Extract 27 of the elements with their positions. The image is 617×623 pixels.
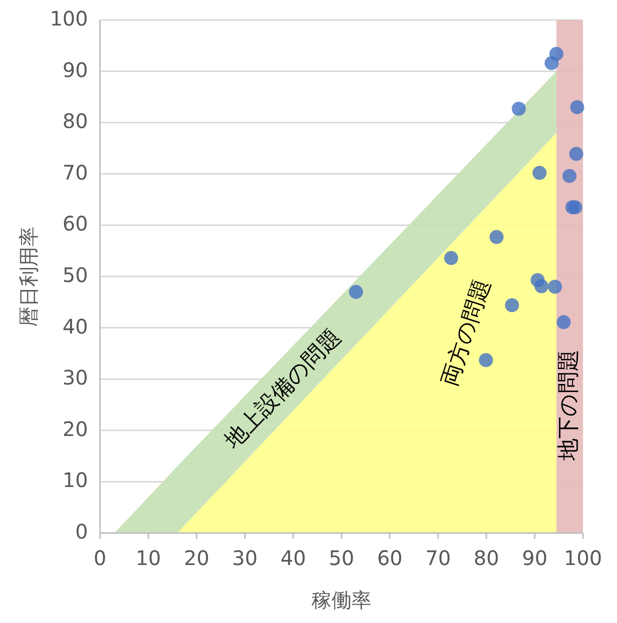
y-tick-label: 0 <box>75 519 88 544</box>
x-tick-label: 30 <box>232 546 258 570</box>
y-axis-title: 暦日利用率 <box>16 226 40 326</box>
series-label: 両方の問題 <box>438 276 496 390</box>
x-tick-label: 60 <box>377 546 403 570</box>
x-tick-label: 10 <box>136 546 162 570</box>
x-tick-label: 20 <box>184 546 210 570</box>
x-tick-label: 100 <box>564 546 602 570</box>
x-tick-label: 0 <box>94 546 106 570</box>
y-tick-label: 80 <box>62 109 88 134</box>
x-axis-title: 稼働率 <box>312 588 372 612</box>
y-tick-label: 10 <box>62 468 88 492</box>
y-tick-label: 90 <box>62 58 88 82</box>
x-tick-label: 80 <box>474 546 500 570</box>
x-tick-label: 90 <box>522 546 548 570</box>
y-tick-label: 20 <box>62 416 88 441</box>
y-tick-label: 70 <box>62 160 88 184</box>
y-tick-label: 50 <box>62 262 88 287</box>
x-tick-label: 70 <box>425 546 451 570</box>
y-tick-label: 100 <box>50 6 88 30</box>
y-tick-label: 60 <box>62 212 88 236</box>
series-label: 地上設備の問題 <box>220 324 346 454</box>
x-tick-label: 50 <box>328 546 354 570</box>
y-tick-label: 40 <box>62 314 88 338</box>
band-label: 地下の問題 <box>556 349 582 462</box>
y-tick-label: 30 <box>62 366 88 390</box>
x-tick-label: 40 <box>280 546 306 570</box>
